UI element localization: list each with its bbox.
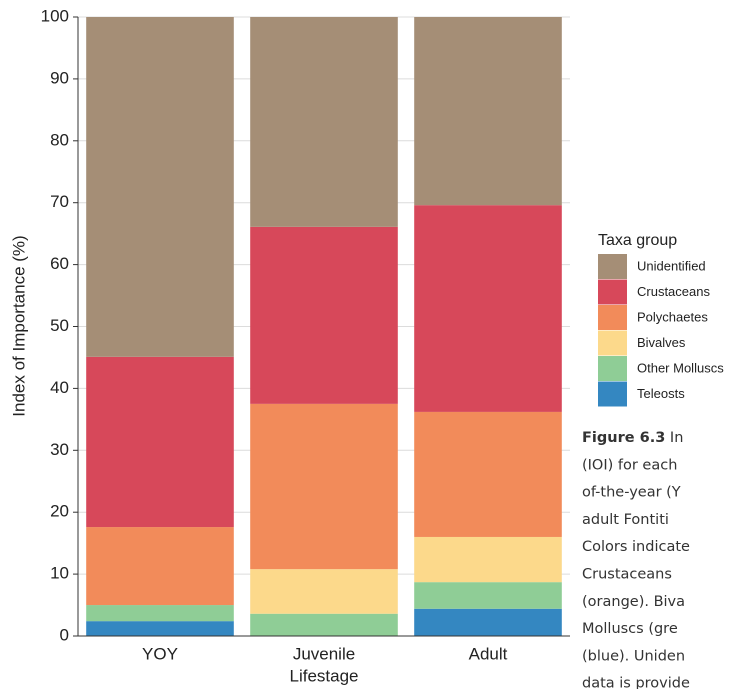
x-tick-label: Adult bbox=[469, 644, 508, 663]
bar-segment bbox=[414, 17, 562, 206]
caption-line: (orange). Biva bbox=[582, 594, 685, 610]
caption-line: data is provide bbox=[582, 676, 690, 689]
legend-swatch bbox=[598, 356, 627, 381]
caption-line: Figure 6.3 In bbox=[582, 430, 683, 446]
legend-label: Polychaetes bbox=[637, 309, 708, 324]
y-tick-label: 20 bbox=[50, 502, 69, 521]
y-tick-label: 90 bbox=[50, 68, 69, 87]
bar-segment bbox=[86, 356, 234, 528]
y-tick-label: 50 bbox=[50, 316, 69, 335]
legend-label: Teleosts bbox=[637, 386, 685, 401]
bar-segment bbox=[250, 226, 398, 404]
legend-label: Unidentified bbox=[637, 258, 706, 273]
bar-segment bbox=[86, 17, 234, 357]
y-tick-label: 40 bbox=[50, 378, 69, 397]
caption-line: of-the-year (Y bbox=[582, 485, 681, 501]
bar-segment bbox=[250, 613, 398, 636]
bar-segment bbox=[414, 608, 562, 636]
bar-segment bbox=[86, 621, 234, 636]
y-tick-label: 10 bbox=[50, 564, 69, 583]
bar-segment bbox=[414, 582, 562, 609]
legend-label: Crustaceans bbox=[637, 284, 710, 299]
y-tick-label: 100 bbox=[41, 6, 69, 25]
x-tick-label: YOY bbox=[142, 644, 178, 663]
legend-swatch bbox=[598, 279, 627, 305]
bar-segment bbox=[414, 411, 562, 537]
legend-swatch bbox=[598, 381, 627, 407]
legend-title: Taxa group bbox=[598, 232, 677, 249]
legend-label: Other Molluscs bbox=[637, 360, 724, 375]
y-tick-label: 70 bbox=[50, 192, 69, 211]
bar-segment bbox=[250, 17, 398, 227]
legend-label: Bivalves bbox=[637, 335, 686, 350]
caption-text: In bbox=[665, 430, 683, 446]
y-axis-label: Index of Importance (%) bbox=[9, 235, 28, 416]
y-tick-label: 0 bbox=[60, 625, 69, 644]
x-tick-label: Juvenile bbox=[293, 644, 355, 663]
legend-swatch bbox=[598, 254, 627, 279]
caption-line: Molluscs (gre bbox=[582, 621, 678, 637]
caption-line: (blue). Uniden bbox=[582, 648, 685, 664]
bar-segment bbox=[86, 605, 234, 622]
caption-line: Crustaceans bbox=[582, 567, 672, 583]
legend-swatch bbox=[598, 305, 627, 330]
caption-label: Figure 6.3 bbox=[582, 430, 665, 446]
bar-segment bbox=[414, 536, 562, 583]
caption-line: (IOI) for each bbox=[582, 457, 677, 473]
bar-segment bbox=[250, 403, 398, 570]
bar-segment bbox=[250, 569, 398, 614]
caption-line: Colors indicate bbox=[582, 539, 690, 555]
caption-line: adult Fontiti bbox=[582, 512, 669, 528]
y-tick-label: 30 bbox=[50, 440, 69, 459]
legend-swatch bbox=[598, 330, 627, 356]
y-tick-label: 80 bbox=[50, 130, 69, 149]
x-axis-label: Lifestage bbox=[290, 666, 359, 685]
bar-segment bbox=[86, 527, 234, 606]
bar-segment bbox=[414, 205, 562, 412]
y-tick-label: 60 bbox=[50, 254, 69, 273]
